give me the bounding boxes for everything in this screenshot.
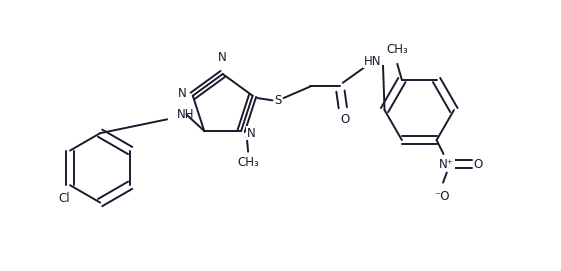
Text: CH₃: CH₃ (237, 156, 259, 169)
Text: N: N (247, 127, 256, 140)
Text: NH: NH (177, 108, 194, 121)
Text: O: O (473, 158, 483, 171)
Text: O: O (341, 113, 350, 126)
Text: S: S (274, 94, 282, 107)
Text: N⁺: N⁺ (439, 158, 454, 171)
Text: CH₃: CH₃ (387, 43, 408, 56)
Text: N: N (178, 87, 187, 100)
Text: HN: HN (364, 54, 381, 67)
Text: N: N (218, 51, 227, 64)
Text: Cl: Cl (59, 192, 70, 205)
Text: ⁻O: ⁻O (434, 190, 450, 203)
